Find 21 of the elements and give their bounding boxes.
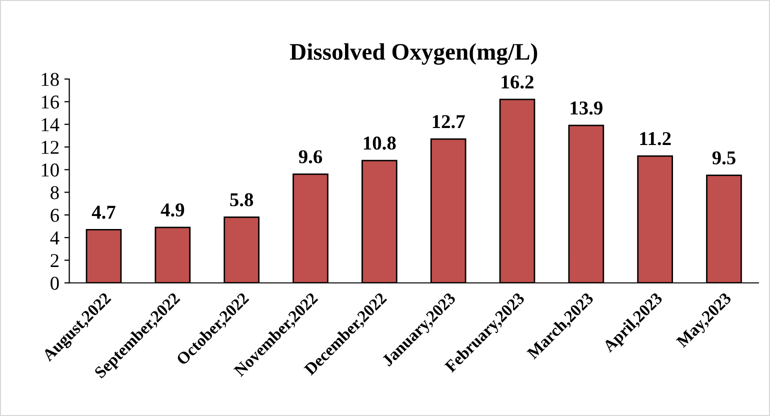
data-label: 10.8 xyxy=(364,136,396,150)
y-tick-label: 14 xyxy=(42,118,60,132)
y-tick-label: 8 xyxy=(50,186,59,200)
y-tick-label: 6 xyxy=(50,208,59,222)
data-label: 13.9 xyxy=(570,102,602,115)
data-label: 5.8 xyxy=(230,193,254,206)
chart-title: Dissolved Oxygen(mg/L) xyxy=(290,43,538,65)
y-tick-label: 0 xyxy=(50,276,59,290)
data-label: 4.7 xyxy=(92,206,116,219)
y-tick-label: 10 xyxy=(42,163,59,177)
y-tick-label: 18 xyxy=(42,72,59,86)
data-label: 16.2 xyxy=(502,75,534,89)
data-label: 4.9 xyxy=(160,203,184,217)
y-tick-label: 4 xyxy=(50,232,60,244)
data-label: 9.6 xyxy=(298,150,322,164)
data-label: 11.2 xyxy=(640,132,671,146)
data-label: 12.7 xyxy=(432,115,465,128)
y-tick-label: 2 xyxy=(50,254,59,267)
data-label: 9.5 xyxy=(712,151,736,164)
y-tick-label: 16 xyxy=(42,96,59,109)
y-tick-label: 12 xyxy=(42,140,59,154)
